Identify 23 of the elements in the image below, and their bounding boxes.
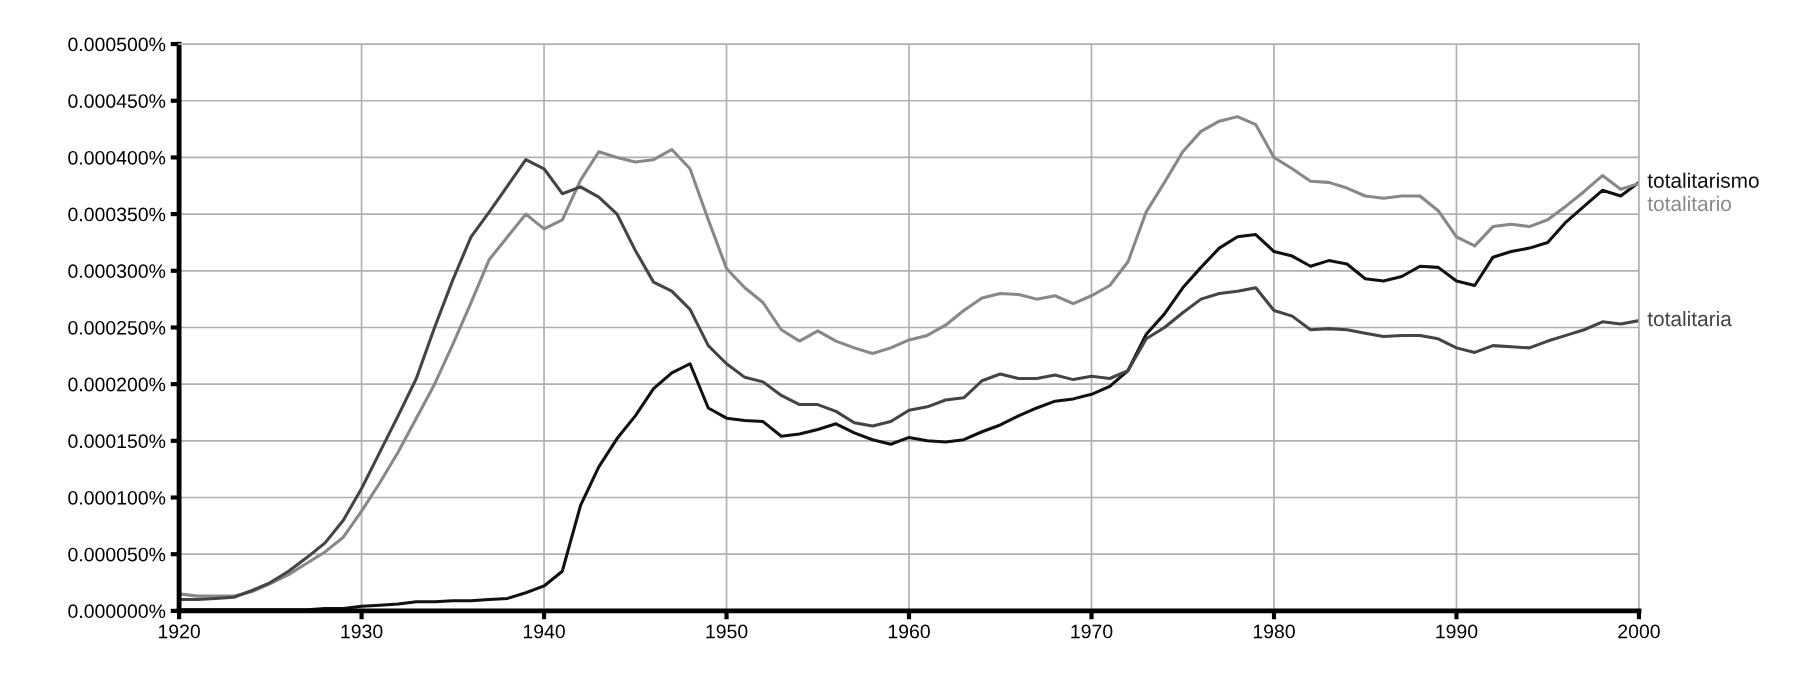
series-label: totalitaria bbox=[1647, 310, 1732, 327]
y-tick-label: 0.000400% bbox=[68, 150, 166, 165]
y-tick-label: 0.000000% bbox=[68, 604, 166, 619]
y-tick-label: 0.000100% bbox=[68, 490, 166, 505]
x-tick-label: 1990 bbox=[1436, 624, 1478, 639]
x-tick-label: 1940 bbox=[523, 624, 565, 639]
y-tick-label: 0.000450% bbox=[68, 94, 166, 108]
x-tick-label: 1960 bbox=[888, 624, 930, 639]
y-tick-label: 0.000500% bbox=[68, 37, 166, 52]
x-tick-label: 1950 bbox=[706, 624, 748, 639]
y-tick-label: 0.000250% bbox=[68, 320, 166, 335]
x-tick-label: 1930 bbox=[341, 624, 383, 639]
y-tick-label: 0.000050% bbox=[68, 547, 166, 562]
y-tick-label: 0.000300% bbox=[68, 264, 166, 279]
x-tick-label: 1980 bbox=[1253, 624, 1295, 639]
series-label: totalitarismo bbox=[1647, 172, 1759, 188]
y-tick-label: 0.000150% bbox=[68, 434, 166, 449]
y-tick-label: 0.000200% bbox=[68, 377, 166, 392]
x-tick-label: 1970 bbox=[1071, 624, 1113, 639]
y-tick-label: 0.000350% bbox=[68, 207, 166, 222]
series-label: totalitario bbox=[1647, 195, 1731, 212]
x-tick-label: 1920 bbox=[158, 624, 200, 639]
x-tick-label: 2000 bbox=[1618, 624, 1660, 639]
